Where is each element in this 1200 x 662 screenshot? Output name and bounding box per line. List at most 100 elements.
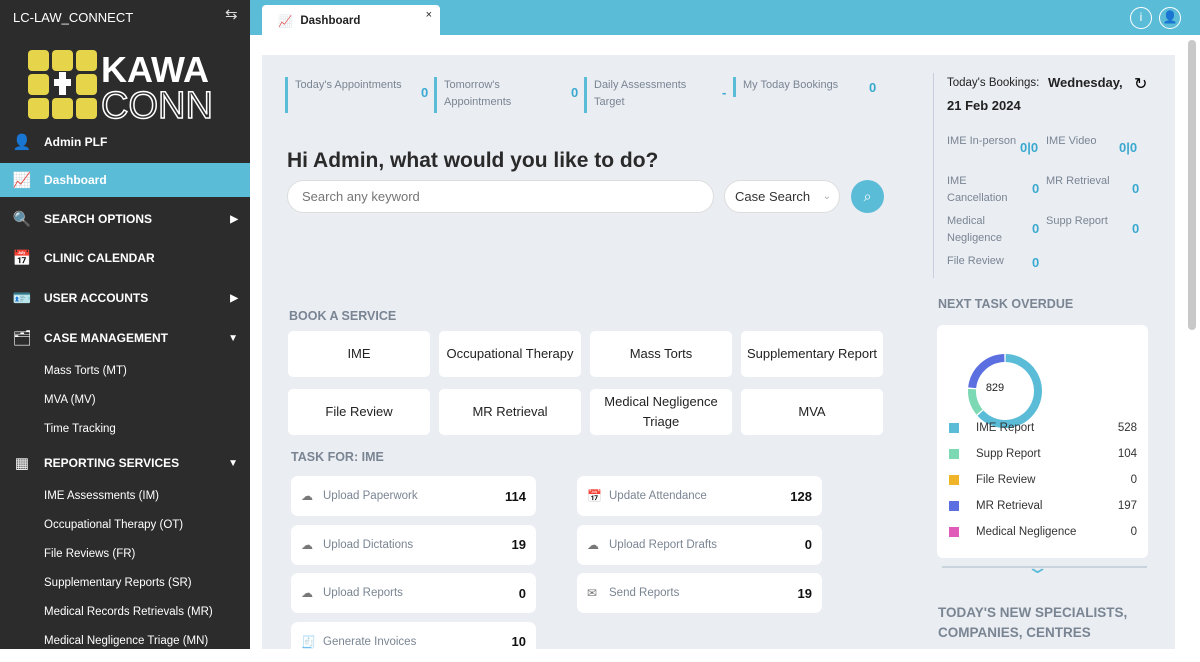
chevron-down-icon: ⌄ xyxy=(822,191,831,202)
stat-today-appointments: Today's Appointments xyxy=(285,77,405,113)
legend-item[interactable]: Medical Negligence 0 xyxy=(949,526,1137,538)
task-generate-invoices[interactable]: 🧾 Generate Invoices 10 xyxy=(291,621,536,662)
stat-tomorrow-appointments: Tomorrow's Appointments xyxy=(434,77,554,113)
booking-value: 0 xyxy=(1132,221,1140,236)
legend-value: 0 xyxy=(1130,526,1137,538)
legend-label: Medical Negligence xyxy=(976,526,1077,538)
service-mass-torts[interactable]: Mass Torts xyxy=(590,331,732,377)
legend-label: IME Report xyxy=(976,422,1035,434)
chevron-down-icon[interactable]: ⌄ xyxy=(1025,557,1050,577)
sidebar-sub-sr[interactable]: Supplementary Reports (SR) xyxy=(44,577,192,589)
booking-value: 0 xyxy=(1032,221,1040,236)
account-icon[interactable]: 👤 xyxy=(1159,7,1181,29)
id-card-icon: 🪪 xyxy=(12,290,32,307)
sidebar-sub-mass-torts[interactable]: Mass Torts (MT) xyxy=(44,365,127,377)
task-count: 0 xyxy=(804,537,812,552)
task-count: 19 xyxy=(797,585,812,601)
user-profile[interactable]: 👤 Admin PLF xyxy=(0,125,250,159)
task-count: 0 xyxy=(518,585,526,601)
sidebar-sub-ime[interactable]: IME Assessments (IM) xyxy=(44,490,160,502)
legend-swatch xyxy=(949,449,959,459)
service-med-negligence[interactable]: Medical Negligence Triage xyxy=(590,389,732,435)
service-file-review[interactable]: File Review xyxy=(288,389,430,435)
task-upload-report-drafts[interactable]: ☁ Upload Report Drafts 0 xyxy=(577,524,822,565)
sidebar-sub-mva[interactable]: MVA (MV) xyxy=(44,394,96,406)
task-label: Upload Report Drafts xyxy=(609,538,718,551)
legend-value: 0 xyxy=(1130,474,1137,486)
label: USER ACCOUNTS xyxy=(44,291,149,305)
sidebar-sub-mn[interactable]: Medical Negligence Triage (MN) xyxy=(44,635,209,647)
cloud-upload-icon: ☁ xyxy=(301,586,313,600)
sidebar-sub-time-tracking[interactable]: Time Tracking xyxy=(44,423,116,435)
main-content: Today's Appointments 0 Tomorrow's Appoin… xyxy=(262,55,1175,662)
stat-my-bookings: My Today Bookings xyxy=(733,77,858,97)
chevron-down-icon: ▼ xyxy=(228,457,238,469)
sidebar-item-search-options[interactable]: 🔍 SEARCH OPTIONS ▶ xyxy=(0,202,250,236)
refresh-icon[interactable]: ↻ xyxy=(1134,76,1148,93)
sidebar-item-clinic-calendar[interactable]: 📅 CLINIC CALENDAR xyxy=(0,241,250,275)
stat-daily-target: Daily Assessments Target xyxy=(584,77,709,113)
cloud-upload-icon: ☁ xyxy=(301,537,313,552)
service-mva[interactable]: MVA xyxy=(741,389,883,435)
overdue-card: 829 IME Report 528 Supp Report 104 File Revi… xyxy=(937,325,1148,558)
svg-text:CONN: CONN xyxy=(101,85,213,120)
task-upload-reports[interactable]: ☁ Upload Reports 0 xyxy=(291,573,536,613)
legend-item[interactable]: IME Report 528 xyxy=(949,422,1137,434)
kawa-conn-logo: KAWA CONN xyxy=(28,49,223,128)
calendar-icon: 📅 xyxy=(587,489,602,503)
task-label: Upload Dictations xyxy=(323,538,414,551)
divider xyxy=(933,73,934,278)
org-name: LC-LAW_CONNECT xyxy=(13,10,134,25)
cloud-upload-icon: ☁ xyxy=(301,489,313,503)
service-ot[interactable]: Occupational Therapy xyxy=(439,331,581,377)
new-specialists-title: TODAY'S NEW SPECIALISTS, COMPANIES, CENT… xyxy=(938,605,1128,640)
sidebar-sub-ot[interactable]: Occupational Therapy (OT) xyxy=(44,519,184,531)
sidebar-item-case-management[interactable]: 🗂 CASE MANAGEMENT ▼ xyxy=(0,321,250,355)
stat-value: - xyxy=(722,85,727,100)
donut-segment-supp-report[interactable] xyxy=(968,388,983,415)
svg-text:KAWA: KAWA xyxy=(101,50,209,90)
legend-item[interactable]: File Review 0 xyxy=(949,474,1137,486)
legend-swatch xyxy=(949,527,959,537)
legend-item[interactable]: MR Retrieval 197 xyxy=(949,500,1137,512)
search-type-select[interactable]: Case Search ⌄ xyxy=(724,180,840,213)
close-icon[interactable]: × xyxy=(425,9,432,21)
book-service-title: BOOK A SERVICE xyxy=(289,309,397,323)
task-label: Update Attendance xyxy=(609,490,707,502)
service-mr-retrieval[interactable]: MR Retrieval xyxy=(439,389,581,435)
cloud-upload-icon: ☁ xyxy=(587,537,599,552)
sidebar-item-reporting-services[interactable]: ▦ REPORTING SERVICES ▼ xyxy=(0,446,250,480)
tab-dashboard[interactable]: 📈 Dashboard × xyxy=(262,5,440,37)
sidebar-item-user-accounts[interactable]: 🪪 USER ACCOUNTS ▶ xyxy=(0,281,250,315)
booking-label: IME Video xyxy=(1046,135,1097,147)
task-label: Upload Paperwork xyxy=(323,490,418,502)
bookings-date-day: Wednesday, xyxy=(1048,75,1123,90)
info-icon[interactable]: i xyxy=(1130,7,1152,29)
service-ime[interactable]: IME xyxy=(288,331,430,377)
task-count: 128 xyxy=(790,488,812,504)
task-upload-dictations[interactable]: ☁ Upload Dictations 19 xyxy=(291,524,536,565)
donut-segment-ime-report[interactable] xyxy=(977,354,1042,428)
search-button[interactable]: ⌕ xyxy=(851,180,884,213)
sidebar-sub-mr[interactable]: Medical Records Retrievals (MR) xyxy=(44,606,213,618)
task-update-attendance[interactable]: 📅 Update Attendance 128 xyxy=(577,476,822,516)
label: CLINIC CALENDAR xyxy=(44,251,155,265)
legend-item[interactable]: Supp Report 104 xyxy=(949,448,1137,460)
task-count: 10 xyxy=(511,634,526,649)
select-value: Case Search xyxy=(735,189,811,204)
user-icon: 👤 xyxy=(12,134,32,151)
scrollbar[interactable] xyxy=(1188,40,1196,330)
search-icon: 🔍 xyxy=(12,211,32,228)
collapse-toggle-icon[interactable]: ⇆ xyxy=(225,6,238,23)
divider xyxy=(942,566,1147,568)
tab-label: Dashboard xyxy=(300,15,361,27)
sidebar-sub-fr[interactable]: File Reviews (FR) xyxy=(44,548,136,560)
search-input[interactable] xyxy=(287,180,714,213)
booking-value: 0|0 xyxy=(1020,140,1039,155)
donut-segment-mr-retrieval[interactable] xyxy=(968,354,1005,389)
service-supp-report[interactable]: Supplementary Report xyxy=(741,331,883,377)
task-send-reports[interactable]: ✉ Send Reports 19 xyxy=(577,573,822,613)
task-upload-paperwork[interactable]: ☁ Upload Paperwork 114 xyxy=(291,476,536,516)
task-label: Send Reports xyxy=(609,587,680,599)
sidebar-item-dashboard[interactable]: 📈 Dashboard xyxy=(0,163,250,197)
